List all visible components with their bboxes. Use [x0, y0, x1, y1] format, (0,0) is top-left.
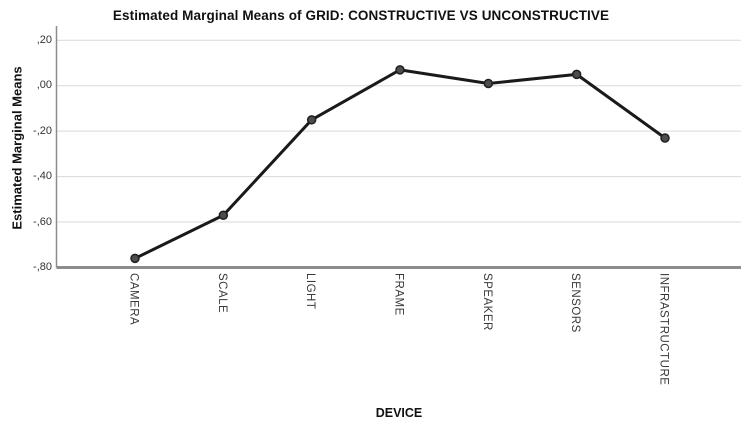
x-tick-label: SCALE	[215, 273, 228, 314]
y-tick-label: -,80	[33, 261, 52, 273]
y-tick-label: -,40	[33, 170, 52, 183]
data-point	[571, 69, 582, 80]
data-point	[483, 78, 494, 89]
data-point	[660, 133, 670, 143]
x-tick-label: SPEAKER	[480, 273, 493, 331]
x-tick-label: FRAME	[392, 273, 405, 316]
chart-title: Estimated Marginal Means of GRID: CONSTR…	[112, 8, 610, 23]
x-tick-label: LIGHT	[304, 273, 317, 310]
x-tick-label: SENSORS	[569, 273, 582, 333]
y-tick-label: -,60	[33, 215, 52, 228]
data-point	[218, 210, 229, 220]
x-tick-label: CAMERA	[127, 273, 140, 326]
data-point	[306, 115, 317, 125]
data-point	[130, 253, 140, 264]
y-tick-label: -,20	[33, 124, 52, 137]
x-tick-label: INFRASTRUCTURE	[657, 273, 670, 386]
x-axis-title: DEVICE	[375, 406, 423, 420]
series-line	[133, 68, 667, 260]
y-tick-label: ,00	[36, 79, 52, 92]
data-point	[395, 65, 405, 75]
y-tick-label: ,20	[36, 33, 52, 46]
